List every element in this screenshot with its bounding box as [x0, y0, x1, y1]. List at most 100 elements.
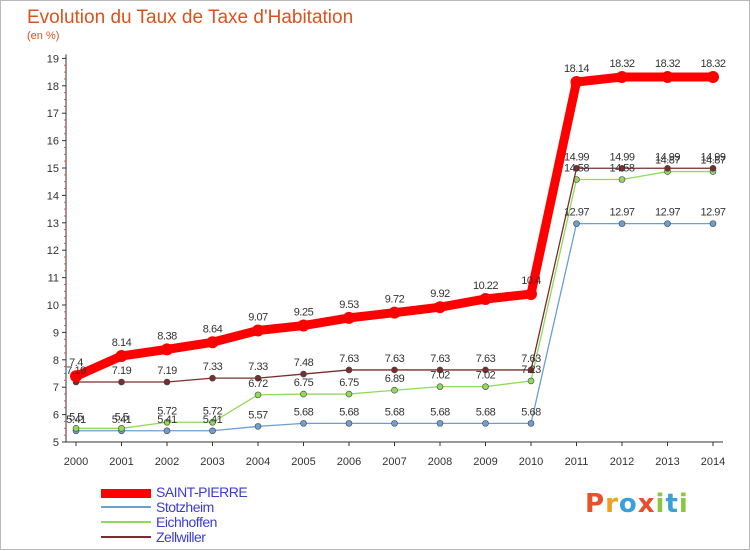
y-tick-label: 11 — [48, 273, 59, 285]
data-label-eichhoffen: 7.23 — [521, 364, 541, 376]
data-point-stotzheim — [163, 427, 171, 435]
data-label-eichhoffen: 7.02 — [430, 370, 450, 382]
data-label-saint-pierre: 8.64 — [203, 323, 223, 335]
legend-item-zellwiller[interactable]: Zellwiller — [101, 529, 321, 545]
legend-label-zellwiller: Zellwiller — [156, 529, 206, 545]
data-point-eichhoffen — [254, 391, 262, 399]
data-point-zellwiller — [254, 374, 262, 382]
data-point-stotzheim — [527, 420, 535, 427]
data-point-saint-pierre — [525, 288, 537, 301]
legend-item-saint-pierre[interactable]: SAINT-PIERRE — [101, 484, 321, 500]
data-point-zellwiller — [709, 164, 717, 172]
data-label-zellwiller: 14.99 — [655, 151, 680, 163]
data-point-eichhoffen — [300, 390, 307, 398]
y-tick-label: 12 — [47, 245, 59, 257]
proxiti-logo: Proxiti — [585, 489, 689, 519]
legend-swatch-stotzheim — [101, 506, 151, 508]
data-label-saint-pierre: 8.38 — [157, 330, 177, 342]
data-point-zellwiller — [664, 164, 671, 172]
data-point-stotzheim — [300, 420, 307, 427]
data-point-stotzheim — [209, 427, 216, 435]
data-point-stotzheim — [482, 420, 489, 427]
data-label-eichhoffen: 6.89 — [385, 373, 405, 385]
data-point-saint-pierre — [343, 311, 355, 324]
y-tick-label: 18 — [47, 81, 59, 93]
data-point-saint-pierre — [161, 343, 173, 356]
data-point-eichhoffen — [72, 424, 80, 432]
data-label-saint-pierre: 9.07 — [248, 311, 268, 323]
data-point-eichhoffen — [163, 418, 171, 426]
data-point-eichhoffen — [209, 418, 216, 426]
data-label-stotzheim: 5.41 — [66, 414, 86, 426]
data-label-saint-pierre: 10.22 — [473, 280, 498, 292]
data-point-saint-pierre — [115, 349, 128, 362]
data-point-zellwiller — [573, 164, 580, 172]
data-point-saint-pierre — [570, 75, 583, 88]
x-tick-label: 2012 — [610, 456, 634, 468]
data-point-saint-pierre — [70, 370, 82, 383]
y-unit-label: (en %) — [27, 30, 60, 42]
data-label-stotzheim: 5.41 — [157, 414, 177, 426]
chart-title: Evolution du Taux de Taxe d'Habitation — [27, 7, 354, 28]
legend-label-saint-pierre: SAINT-PIERRE — [156, 484, 248, 500]
data-label-zellwiller: 7.19 — [112, 365, 132, 377]
y-tick-label: 15 — [47, 163, 59, 175]
x-tick-label: 2007 — [382, 456, 406, 468]
logo-letter: r — [605, 489, 619, 519]
data-label-saint-pierre: 18.14 — [564, 63, 589, 75]
data-point-saint-pierre — [479, 292, 492, 305]
x-tick-label: 2011 — [565, 456, 589, 468]
data-label-stotzheim: 12.97 — [655, 207, 680, 219]
x-tick-label: 2008 — [428, 456, 452, 468]
data-label-stotzheim: 5.57 — [248, 409, 268, 421]
data-label-zellwiller: 7.63 — [339, 353, 359, 365]
x-tick-label: 2000 — [64, 456, 88, 468]
data-point-zellwiller — [300, 370, 307, 378]
data-label-stotzheim: 5.68 — [521, 406, 541, 418]
data-label-stotzheim: 12.97 — [609, 207, 634, 219]
data-label-eichhoffen: 5.72 — [203, 405, 223, 417]
data-point-zellwiller — [482, 366, 489, 374]
data-label-zellwiller: 14.99 — [700, 151, 725, 163]
x-tick-label: 2004 — [246, 456, 270, 468]
data-point-eichhoffen — [527, 377, 535, 385]
data-label-saint-pierre: 10.4 — [521, 275, 541, 287]
logo-letter: i — [655, 489, 666, 519]
data-label-zellwiller: 7.63 — [476, 353, 496, 365]
data-label-zellwiller: 7.63 — [521, 353, 541, 365]
data-label-saint-pierre: 18.32 — [609, 58, 634, 70]
data-point-eichhoffen — [618, 176, 626, 183]
data-label-eichhoffen: 5.72 — [157, 405, 177, 417]
data-label-eichhoffen: 6.75 — [339, 377, 359, 389]
data-point-saint-pierre — [616, 71, 628, 84]
data-point-saint-pierre — [252, 324, 264, 337]
legend-item-eichhoffen[interactable]: Eichhoffen — [101, 514, 321, 530]
y-tick-label: 5 — [53, 437, 59, 449]
y-tick-label: 19 — [47, 53, 59, 65]
data-label-zellwiller: 14.99 — [564, 151, 589, 163]
x-tick-label: 2003 — [200, 456, 224, 468]
data-label-saint-pierre: 18.32 — [655, 58, 680, 70]
data-point-saint-pierre — [206, 336, 219, 349]
data-point-zellwiller — [618, 164, 626, 172]
logo-letter: o — [618, 489, 638, 519]
data-point-saint-pierre — [434, 301, 446, 314]
data-point-zellwiller — [163, 378, 171, 386]
data-label-zellwiller: 7.19 — [157, 365, 177, 377]
data-point-zellwiller — [345, 366, 353, 374]
data-point-zellwiller — [209, 374, 216, 382]
legend-item-stotzheim[interactable]: Stotzheim — [101, 499, 321, 515]
legend-swatch-eichhoffen — [101, 521, 151, 523]
data-label-zellwiller: 7.63 — [430, 353, 450, 365]
y-tick-label: 8 — [53, 355, 59, 367]
data-point-stotzheim — [254, 423, 262, 430]
data-label-eichhoffen: 14.58 — [564, 163, 589, 175]
data-point-zellwiller — [391, 366, 398, 374]
data-label-zellwiller: 7.48 — [294, 357, 314, 369]
data-label-eichhoffen: 6.75 — [294, 377, 314, 389]
data-point-eichhoffen — [345, 390, 353, 398]
data-label-stotzheim: 5.68 — [385, 406, 405, 418]
x-tick-label: 2005 — [291, 456, 315, 468]
data-label-eichhoffen: 5.5 — [69, 411, 83, 423]
data-point-stotzheim — [345, 420, 353, 427]
